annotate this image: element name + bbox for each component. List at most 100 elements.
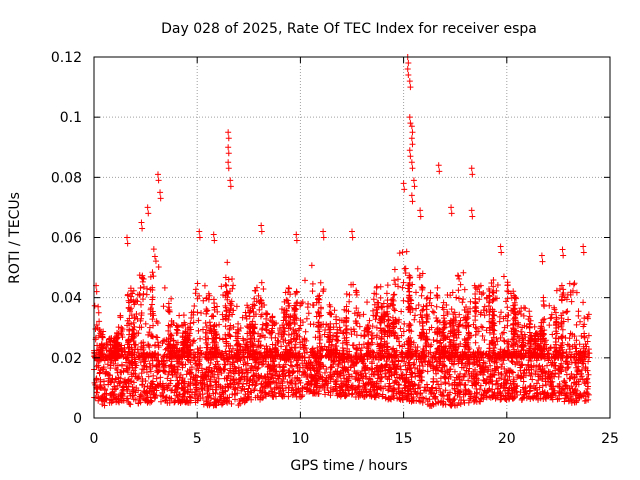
data-point — [203, 397, 210, 404]
data-point — [584, 375, 591, 382]
data-point — [545, 368, 552, 375]
data-points — [91, 54, 593, 409]
data-point — [167, 380, 174, 387]
data-point — [138, 370, 145, 377]
data-point — [103, 390, 110, 397]
data-point — [173, 373, 180, 380]
data-point — [566, 397, 573, 404]
data-point — [225, 369, 232, 376]
data-point — [547, 369, 554, 376]
data-point — [445, 391, 452, 398]
data-point — [186, 393, 193, 400]
data-point — [348, 373, 355, 380]
data-point — [482, 380, 489, 387]
data-point — [192, 399, 199, 406]
data-point — [480, 376, 487, 383]
data-point — [161, 386, 168, 393]
data-point — [198, 365, 205, 372]
data-point — [462, 371, 469, 378]
data-point — [433, 378, 440, 385]
data-point — [494, 364, 501, 371]
data-point — [368, 358, 375, 365]
data-point — [470, 361, 477, 368]
data-point — [476, 386, 483, 393]
data-point — [324, 384, 331, 391]
data-point — [122, 379, 129, 386]
data-point — [252, 394, 259, 401]
data-point — [455, 360, 462, 367]
data-point — [539, 382, 546, 389]
data-point — [435, 381, 442, 388]
data-point — [426, 358, 433, 365]
data-point — [164, 384, 171, 391]
data-point — [501, 376, 508, 383]
data-point — [143, 369, 150, 376]
data-point — [200, 401, 207, 408]
data-point — [382, 373, 389, 380]
data-point — [133, 375, 140, 382]
data-point — [197, 395, 204, 402]
data-point — [365, 380, 372, 387]
data-point — [377, 378, 384, 385]
data-point — [137, 359, 144, 366]
data-point — [568, 370, 575, 377]
data-point — [477, 382, 484, 389]
data-point — [382, 370, 389, 377]
data-point — [554, 396, 561, 403]
data-point — [477, 368, 484, 375]
data-point — [252, 382, 259, 389]
data-point — [321, 387, 328, 394]
data-point — [397, 366, 404, 373]
data-point — [385, 373, 392, 380]
data-point — [583, 389, 590, 396]
data-point — [436, 385, 443, 392]
data-point — [378, 374, 385, 381]
data-point — [258, 361, 265, 368]
data-point — [246, 393, 253, 400]
data-point — [296, 368, 303, 375]
data-point — [167, 377, 174, 384]
data-point — [417, 389, 424, 396]
data-point — [584, 385, 591, 392]
data-point — [490, 371, 497, 378]
data-point — [276, 361, 283, 368]
data-point — [374, 375, 381, 382]
data-point — [289, 363, 296, 370]
data-point — [574, 368, 581, 375]
data-point — [529, 376, 536, 383]
data-point — [363, 373, 370, 380]
data-point — [322, 391, 329, 398]
data-point — [455, 373, 462, 380]
data-point — [101, 378, 108, 385]
data-point — [543, 381, 550, 388]
data-point — [157, 398, 164, 405]
data-point — [316, 369, 323, 376]
data-point — [395, 357, 402, 364]
data-point — [561, 398, 568, 405]
data-point — [482, 363, 489, 370]
chart-title: Day 028 of 2025, Rate Of TEC Index for r… — [161, 21, 537, 37]
data-point — [351, 368, 358, 375]
data-point — [555, 373, 562, 380]
data-point — [534, 389, 541, 396]
data-point — [580, 392, 587, 399]
data-point — [413, 390, 420, 397]
data-point — [117, 379, 124, 386]
data-point — [505, 385, 512, 392]
data-point — [585, 396, 592, 403]
data-point — [116, 380, 123, 387]
data-point — [212, 389, 219, 396]
data-point — [508, 368, 515, 375]
data-point — [501, 365, 508, 372]
data-point — [491, 389, 498, 396]
data-point — [221, 361, 228, 368]
data-point — [179, 362, 186, 369]
data-point — [355, 382, 362, 389]
data-point — [321, 369, 328, 376]
data-point — [461, 399, 468, 406]
data-point — [250, 387, 257, 394]
data-point — [527, 373, 534, 380]
data-point — [390, 385, 397, 392]
data-point — [251, 386, 258, 393]
